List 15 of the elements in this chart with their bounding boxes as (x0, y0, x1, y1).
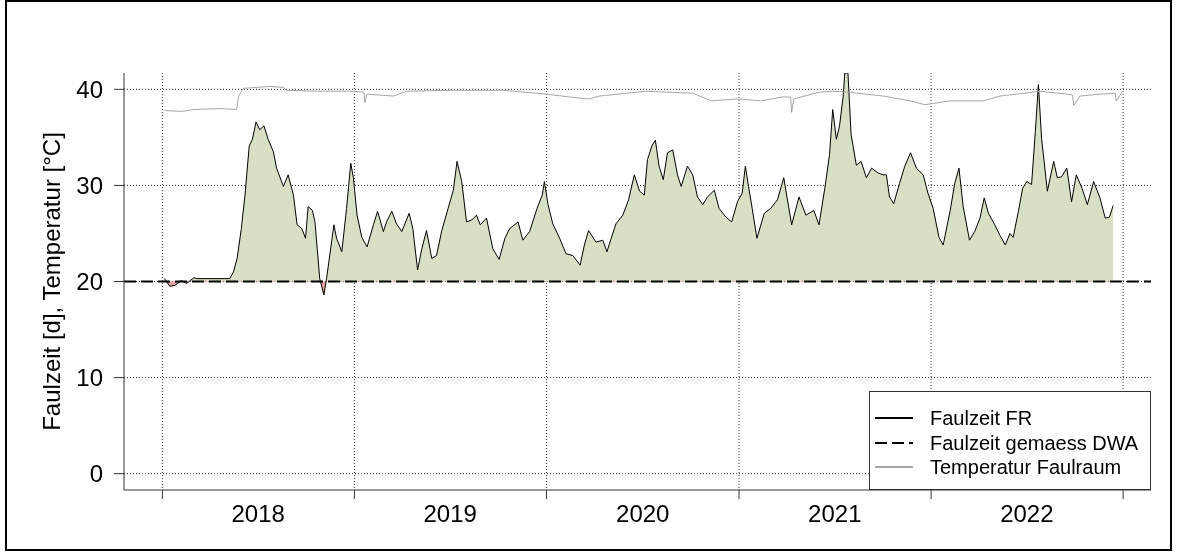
x-tick-label: 2019 (423, 500, 477, 527)
y-tick-label: 40 (76, 75, 103, 103)
y-axis-title: Faulzeit [d], Temperatur [°C] (38, 132, 65, 431)
y-tick-label: 0 (89, 460, 103, 488)
x-tick-label: 2022 (1000, 500, 1054, 527)
y-tick-label: 20 (76, 268, 103, 296)
x-tick-label: 2021 (808, 500, 862, 527)
legend-label: Faulzeit FR (930, 406, 1033, 431)
x-tick-label: 2020 (616, 500, 670, 527)
y-tick-label: 30 (76, 171, 103, 199)
legend-label: Faulzeit gemaess DWA (930, 430, 1139, 455)
legend-label: Temperatur Faulraum (930, 455, 1122, 480)
y-tick-label: 10 (76, 364, 103, 392)
x-tick-label: 2018 (231, 500, 285, 527)
line-series (164, 85, 1123, 113)
